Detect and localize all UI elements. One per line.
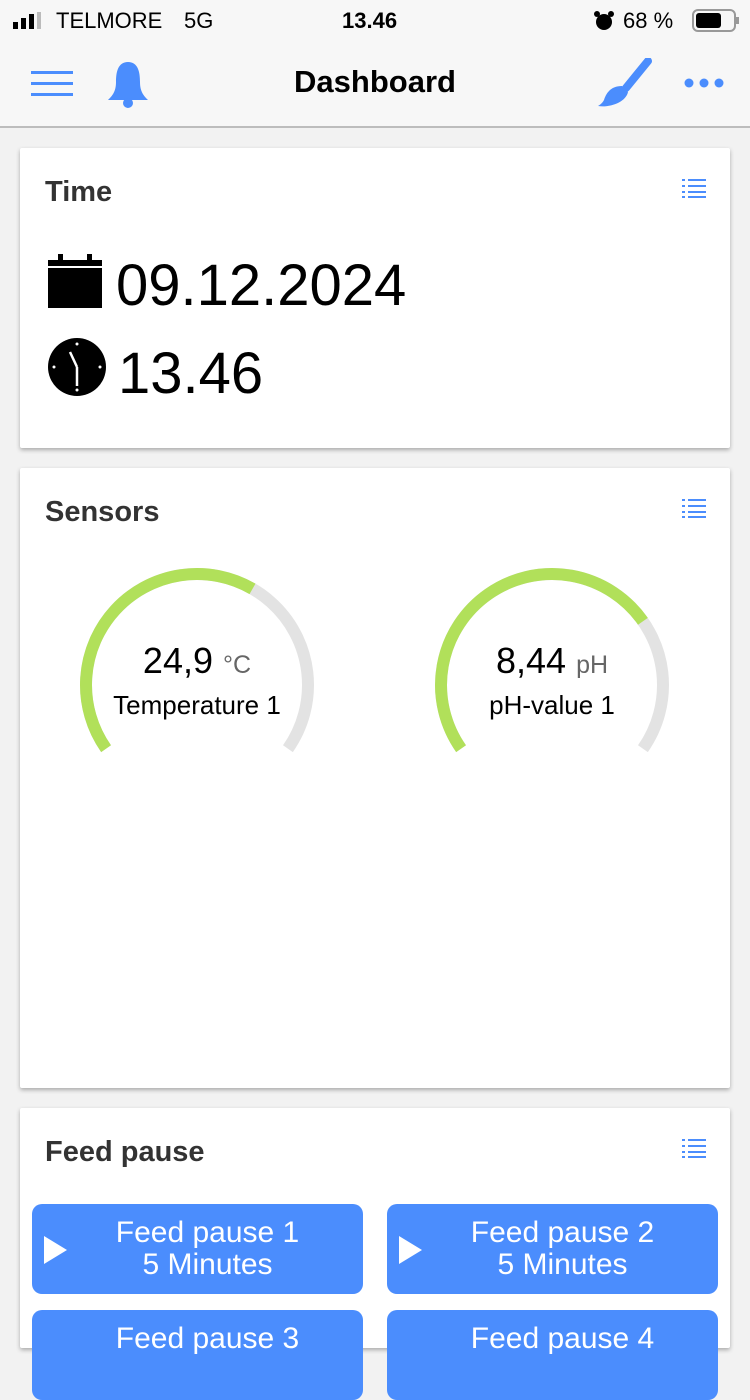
card-title: Feed pause — [45, 1136, 205, 1168]
gauge-unit: pH — [576, 651, 609, 679]
play-icon — [44, 1236, 67, 1264]
gauge-value: 8,44 — [495, 640, 567, 681]
signal-icon — [13, 12, 41, 29]
status-bar: TELMORE 5G 13.46 68 % — [0, 0, 750, 44]
battery-icon — [692, 9, 739, 32]
time-card: Time 09.12.2024 13.46 — [20, 148, 730, 448]
gauge-label: Temperature 1 — [113, 690, 281, 720]
clock: 13.46 — [342, 8, 398, 33]
card-title: Time — [45, 176, 113, 208]
page-title: Dashboard — [294, 64, 456, 99]
sensors-card: Sensors 24,9 °C Temperature 1 8,44 pH pH… — [20, 468, 730, 1088]
button-label: Feed pause 4 — [470, 1322, 655, 1355]
gauge-label: pH-value 1 — [489, 690, 615, 720]
date-value: 09.12.2024 — [116, 253, 407, 318]
play-icon — [399, 1236, 422, 1264]
gauge-unit: °C — [223, 651, 252, 679]
battery-percent: 68 % — [623, 8, 674, 33]
button-label: Feed pause 2 — [470, 1216, 655, 1249]
calendar-icon — [48, 254, 102, 308]
feed-pause-3-button[interactable]: Feed pause 3 — [32, 1310, 363, 1400]
button-duration: 5 Minutes — [497, 1248, 628, 1281]
carrier: TELMORE — [56, 8, 163, 33]
gauge-fill — [435, 568, 648, 753]
clock-icon — [48, 338, 106, 396]
button-duration: 5 Minutes — [142, 1248, 273, 1281]
button-label: Feed pause 1 — [115, 1216, 300, 1249]
alarm-icon — [594, 11, 614, 30]
temperature-gauge: 24,9 °C Temperature 1 — [67, 560, 327, 780]
feed-pause-4-button[interactable]: Feed pause 4 — [387, 1310, 718, 1400]
time-value: 13.46 — [118, 341, 264, 406]
button-label: Feed pause 3 — [115, 1322, 300, 1355]
bell-icon[interactable] — [106, 60, 150, 108]
brush-icon[interactable] — [596, 58, 652, 108]
list-icon[interactable] — [682, 1138, 706, 1158]
more-icon[interactable] — [684, 78, 724, 88]
gauge-fill — [80, 568, 256, 753]
gauge-value: 24,9 — [142, 640, 213, 681]
card-title: Sensors — [45, 496, 160, 528]
nav-bar: Dashboard — [0, 44, 750, 128]
menu-icon[interactable] — [31, 70, 73, 98]
list-icon[interactable] — [682, 498, 706, 518]
ph-gauge: 8,44 pH pH-value 1 — [422, 560, 682, 780]
network: 5G — [184, 8, 214, 33]
list-icon[interactable] — [682, 178, 706, 198]
